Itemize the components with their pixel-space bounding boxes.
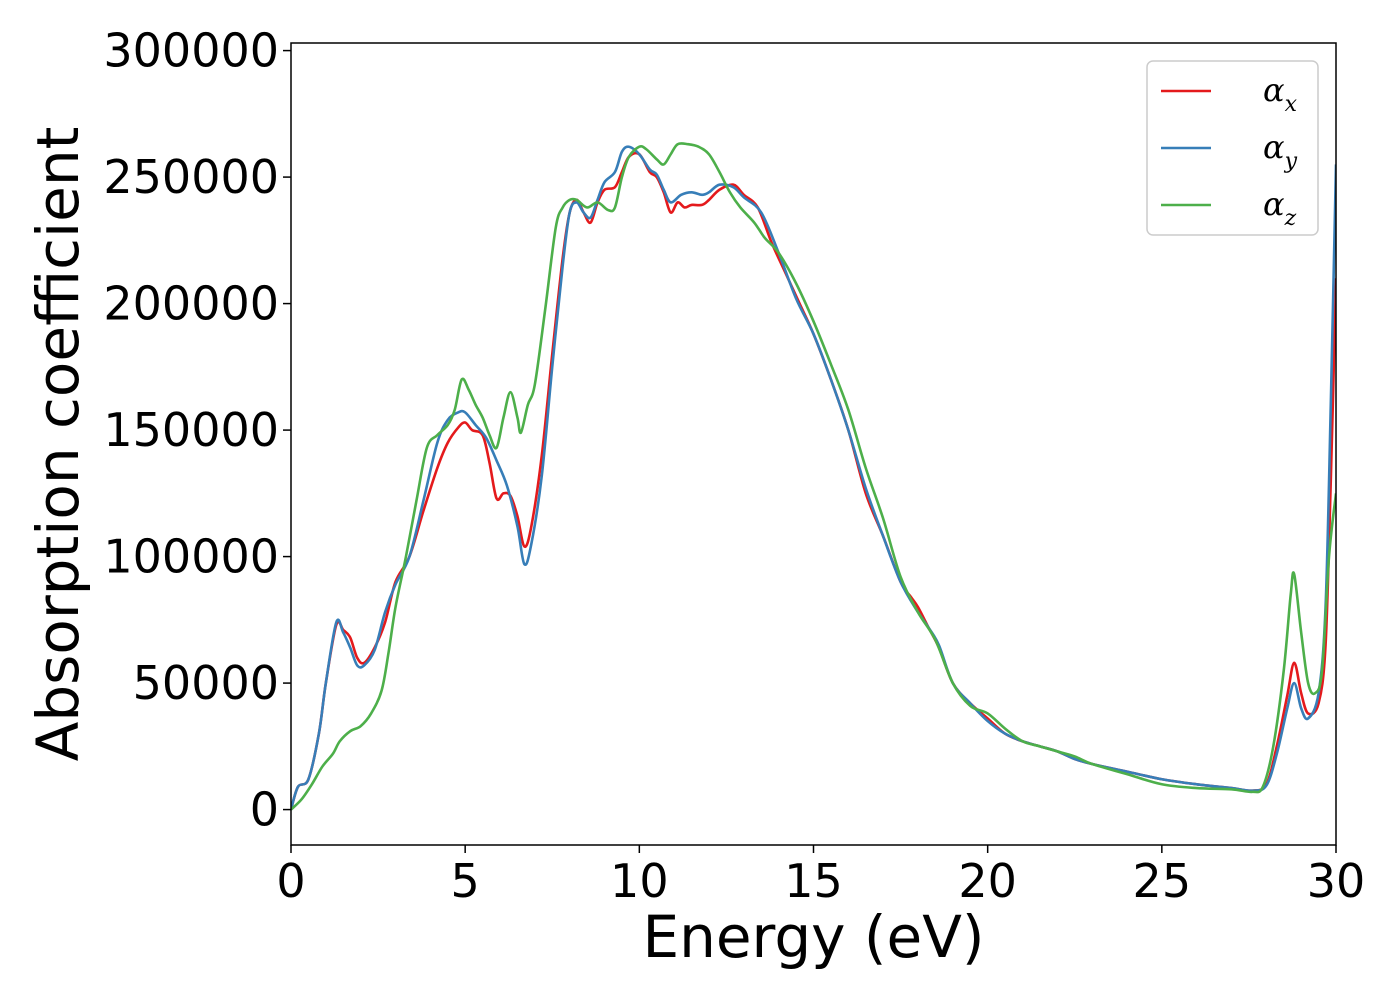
- x-tick-label: 30: [1307, 854, 1366, 908]
- legend-box: [1146, 60, 1319, 236]
- series-line-z: [291, 142, 1336, 811]
- y-tick-label: 150000: [103, 403, 279, 457]
- y-tick-label: 300000: [103, 24, 279, 78]
- legend-symbol: α: [1263, 128, 1285, 166]
- legend-symbol: α: [1263, 71, 1285, 109]
- y-tick-label: 250000: [103, 150, 279, 204]
- series-line-x: [291, 151, 1336, 810]
- x-tick-label: 0: [276, 854, 305, 908]
- y-tick-label: 100000: [103, 530, 279, 584]
- x-tick-label: 20: [958, 854, 1017, 908]
- x-tick-label: 15: [784, 854, 843, 908]
- legend-subscript: y: [1284, 149, 1298, 174]
- legend-subscript: z: [1284, 206, 1297, 231]
- legend-label: αx: [1263, 71, 1298, 117]
- x-tick-label: 10: [610, 854, 669, 908]
- y-tick-label: 50000: [133, 656, 279, 710]
- legend-subscript: x: [1285, 92, 1298, 117]
- y-axis-label: Absorption coefficient: [24, 127, 92, 762]
- legend-symbol: α: [1263, 185, 1285, 223]
- y-tick-label: 200000: [103, 277, 279, 331]
- legend-label: αz: [1263, 185, 1297, 231]
- tick-layer: 0 5 10 15 20 25 30 0 50000 100000 150000 200000 2500…: [103, 24, 1365, 908]
- x-tick-label: 5: [451, 854, 480, 908]
- x-axis-label: Energy (eV): [642, 903, 984, 971]
- series-layer: [291, 142, 1336, 811]
- series-line-y: [291, 145, 1336, 810]
- legend-label: αy: [1263, 128, 1298, 174]
- x-tick-label: 25: [1133, 854, 1192, 908]
- y-tick-label: 0: [250, 783, 279, 837]
